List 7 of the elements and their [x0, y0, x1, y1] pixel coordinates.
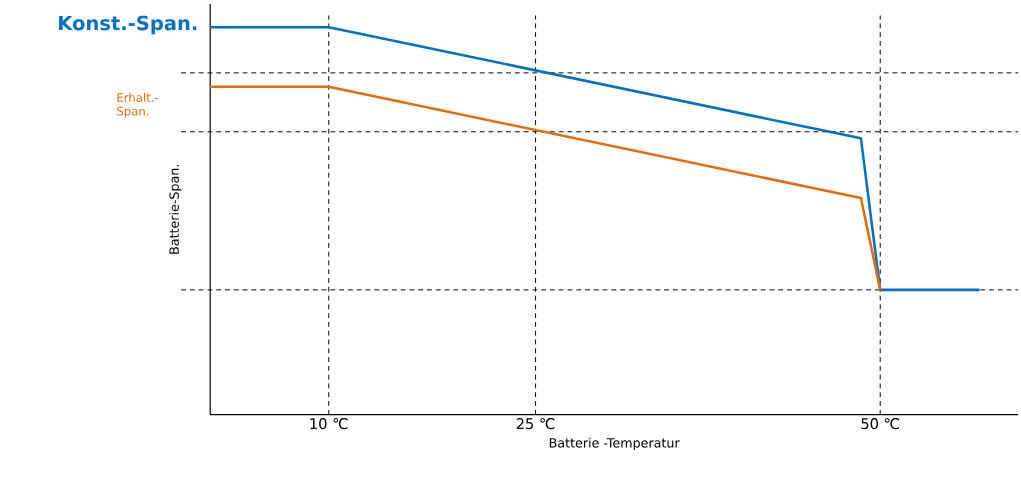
- x-tick-label: 10 ℃: [310, 418, 348, 430]
- series-label: Konst.-Span.: [59, 15, 197, 35]
- text: Erhalt.-Span.: [117, 92, 159, 118]
- x-axis-title: Batterie -Temperatur: [549, 437, 680, 451]
- x-tick-label: 25 ℃: [516, 418, 555, 430]
- x-tick-label: 50 ℃: [861, 418, 900, 430]
- y-axis-title: Batterie-Span.: [169, 164, 182, 254]
